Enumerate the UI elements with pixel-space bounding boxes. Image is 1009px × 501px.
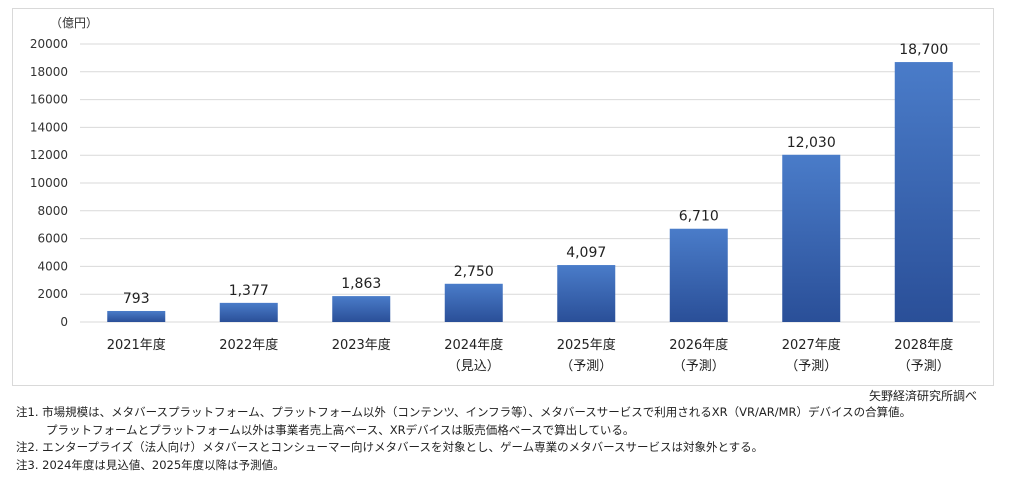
bar-2025年度 [557, 265, 616, 322]
footnotes: 注1. 市場規模は、メタバースプラットフォーム、プラットフォーム以外（コンテンツ… [16, 404, 911, 474]
x-category-label: 2026年度 [669, 337, 728, 353]
y-tick-label: 8000 [37, 204, 68, 218]
bar-2021年度 [107, 310, 166, 322]
data-label: 4,097 [566, 245, 606, 261]
y-tick-label: 4000 [37, 259, 68, 273]
data-label: 2,750 [454, 264, 494, 280]
bar-2027年度 [782, 154, 841, 322]
x-category-label: 2023年度 [332, 337, 391, 353]
y-tick-label: 10000 [30, 176, 68, 190]
data-label: 1,377 [229, 283, 269, 299]
bar-2024年度 [444, 283, 503, 322]
x-category-sublabel: （予測） [898, 359, 950, 374]
grid-lines [80, 43, 980, 323]
x-category-label: 2024年度 [444, 337, 503, 353]
bar-chart: （億円） 0 2000 4000 6000 8000 10000 12000 14000 160… [30, 16, 980, 374]
y-tick-label: 20000 [30, 37, 68, 51]
data-label: 793 [123, 291, 150, 307]
x-category-label: 2028年度 [894, 337, 953, 353]
x-category-label: 2022年度 [219, 337, 278, 353]
x-category-sublabel: （見込） [448, 359, 500, 374]
data-label: 12,030 [787, 135, 836, 151]
bar-2026年度 [669, 228, 728, 322]
x-axis-categories: 2021年度 2022年度 2023年度 2024年度 （見込） 2025年度 （予測） 20… [107, 337, 954, 374]
y-axis-unit-label: （億円） [50, 16, 98, 30]
bar-2028年度 [894, 62, 953, 322]
y-tick-label: 16000 [30, 93, 68, 107]
bar-2023年度 [332, 296, 391, 322]
data-label: 18,700 [899, 42, 948, 58]
chart-frame [12, 8, 994, 386]
y-axis-ticks: 0 2000 4000 6000 8000 10000 12000 14000 16000 180… [30, 37, 68, 329]
bar-2022年度 [219, 302, 278, 322]
note-1-continued: プラットフォームとプラットフォーム以外は事業者売上高ベース、XRデバイスは販売価… [46, 422, 635, 437]
y-tick-label: 18000 [30, 65, 68, 79]
x-category-sublabel: （予測） [673, 359, 725, 374]
data-labels: 793 1,377 1,863 2,750 4,097 6,710 12,030 18,700 [123, 42, 948, 307]
note-2: 注2. エンタープライズ（法人向け）メタバースとコンシューマー向けメタバースを対… [16, 440, 764, 454]
data-label: 6,710 [679, 209, 719, 225]
x-category-label: 2021年度 [107, 337, 166, 353]
note-3: 注3. 2024年度は見込値、2025年度以降は予測値。 [16, 457, 285, 472]
x-category-sublabel: （予測） [560, 359, 612, 374]
y-tick-label: 2000 [37, 287, 68, 301]
y-tick-label: 0 [60, 315, 68, 329]
y-tick-label: 6000 [37, 232, 68, 246]
x-category-label: 2025年度 [557, 337, 616, 353]
x-category-sublabel: （予測） [785, 359, 837, 374]
y-tick-label: 12000 [30, 148, 68, 162]
data-label: 1,863 [341, 276, 381, 292]
bars [107, 62, 953, 322]
y-tick-label: 14000 [30, 120, 68, 134]
note-1: 注1. 市場規模は、メタバースプラットフォーム、プラットフォーム以外（コンテンツ… [16, 405, 912, 419]
x-category-label: 2027年度 [782, 337, 841, 353]
source-credit: 矢野経済研究所調べ [868, 389, 977, 403]
